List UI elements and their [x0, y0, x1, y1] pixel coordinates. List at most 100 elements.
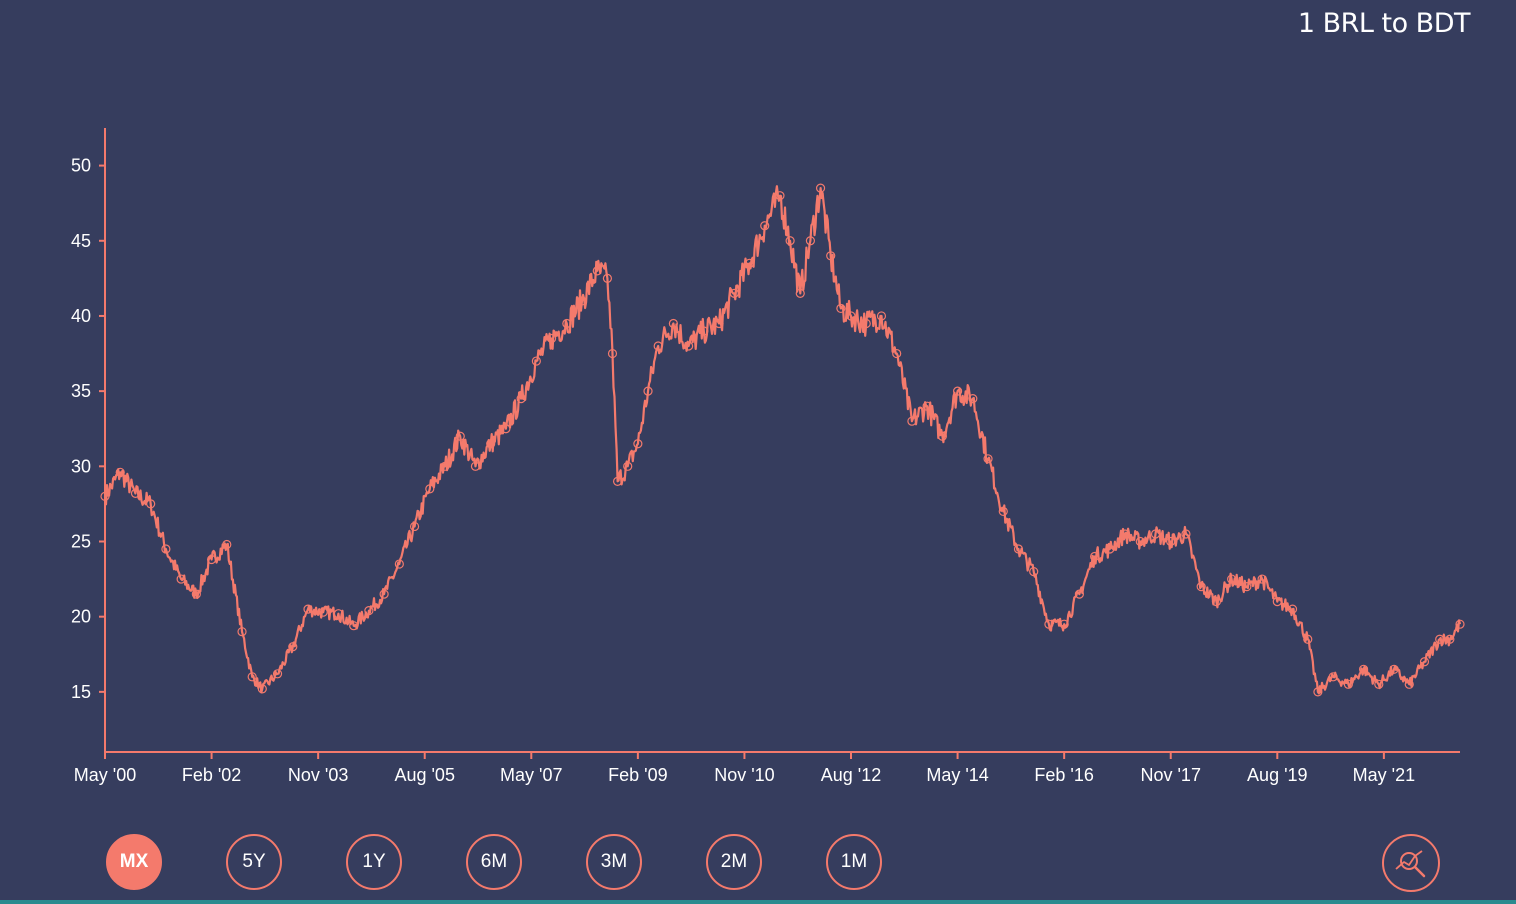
data-point — [1272, 597, 1282, 607]
data-point — [1343, 679, 1353, 689]
data-point — [668, 318, 678, 329]
x-tick-label: May '07 — [500, 765, 562, 785]
x-tick-label: Feb '09 — [608, 765, 667, 785]
data-point — [592, 266, 602, 276]
data-point — [364, 606, 374, 616]
data-point — [1059, 619, 1069, 629]
data-point — [729, 288, 739, 298]
range-button-1y[interactable]: 1Y — [346, 834, 402, 890]
data-point — [247, 672, 257, 682]
data-point — [1419, 657, 1430, 667]
data-point — [409, 521, 420, 532]
chart-title: 1 BRL to BDT — [1297, 8, 1471, 39]
data-point — [1120, 529, 1130, 539]
range-button-1m[interactable]: 1M — [826, 834, 882, 890]
data-point — [805, 236, 816, 246]
data-point — [861, 318, 871, 329]
data-point — [968, 394, 978, 404]
data-point — [907, 416, 917, 426]
zoom-button[interactable] — [1382, 834, 1440, 892]
data-point — [1227, 574, 1237, 584]
data-point — [531, 356, 541, 366]
data-point — [222, 539, 232, 550]
data-point — [623, 461, 633, 471]
data-point — [486, 439, 496, 449]
data-point — [440, 461, 450, 471]
data-point — [1287, 604, 1298, 614]
x-tick-label: Nov '10 — [714, 765, 774, 785]
data-point — [1181, 529, 1191, 539]
chart-zoom-icon — [1395, 850, 1426, 878]
x-tick-label: Aug '19 — [1247, 765, 1308, 785]
data-point — [1074, 589, 1084, 599]
data-point — [952, 386, 963, 396]
data-point — [602, 273, 613, 283]
data-point — [836, 303, 846, 314]
data-point — [653, 341, 663, 351]
data-point — [983, 454, 993, 464]
data-point — [546, 333, 557, 344]
data-point — [1404, 679, 1414, 689]
data-point — [612, 476, 623, 486]
data-point — [1257, 574, 1267, 584]
data-point — [349, 621, 359, 631]
data-point — [760, 221, 770, 231]
data-point — [1242, 582, 1252, 592]
data-point — [379, 589, 389, 599]
data-point — [1105, 544, 1115, 554]
data-point — [1166, 536, 1176, 547]
data-point — [257, 684, 267, 694]
data-point — [1455, 619, 1465, 629]
data-point — [206, 554, 217, 565]
data-point — [425, 484, 435, 494]
chart-markers — [100, 183, 1465, 697]
series-line — [103, 185, 1462, 695]
data-point — [607, 348, 618, 359]
data-point — [237, 627, 247, 637]
data-point — [1445, 634, 1455, 644]
y-tick-label: 15 — [71, 682, 91, 702]
x-tick-label: Nov '03 — [288, 765, 348, 785]
exchange-rate-chart: 15 20 25 30 35 40 45 50 May '00 Feb '02 Nov '03 Aug… — [71, 128, 1465, 785]
range-button-3m[interactable]: 3M — [586, 834, 642, 890]
data-point — [998, 506, 1008, 517]
x-tick-label: May '14 — [926, 765, 988, 785]
y-tick-label: 35 — [71, 381, 91, 401]
data-point — [744, 258, 755, 268]
data-point — [1313, 687, 1323, 697]
range-button-6m[interactable]: 6M — [466, 834, 522, 890]
data-point — [501, 424, 511, 434]
data-point — [100, 491, 110, 501]
x-tick-label: Feb '16 — [1034, 765, 1093, 785]
y-tick-label: 20 — [71, 607, 91, 627]
data-point — [937, 431, 947, 441]
data-point — [785, 236, 795, 246]
data-point — [318, 607, 328, 617]
range-button-2m[interactable]: 2M — [706, 834, 762, 890]
data-point — [1090, 551, 1100, 562]
data-point — [577, 296, 587, 306]
x-tick-label: Nov '17 — [1140, 765, 1200, 785]
data-point — [775, 191, 785, 201]
data-point — [714, 318, 724, 329]
x-tick-label: May '21 — [1353, 765, 1415, 785]
data-point — [1029, 566, 1039, 577]
data-point — [470, 461, 481, 471]
x-tick-label: Feb '02 — [182, 765, 241, 785]
data-point — [562, 318, 572, 329]
data-point — [922, 401, 932, 411]
x-tick-label: May '00 — [74, 765, 136, 785]
bottom-accent-bar — [0, 900, 1516, 904]
data-point — [815, 183, 826, 193]
chart-axes: 15 20 25 30 35 40 45 50 May '00 Feb '02 Nov '03 Aug… — [71, 128, 1460, 785]
y-tick-label: 45 — [71, 231, 91, 251]
data-point — [394, 559, 404, 569]
range-button-max[interactable]: MX — [106, 834, 162, 890]
data-point — [1389, 664, 1399, 674]
range-button-5y[interactable]: 5Y — [226, 834, 282, 890]
data-point — [1358, 664, 1369, 674]
y-tick-label: 30 — [71, 456, 91, 476]
data-point — [643, 386, 653, 396]
data-point — [333, 609, 344, 619]
data-point — [1328, 672, 1338, 682]
